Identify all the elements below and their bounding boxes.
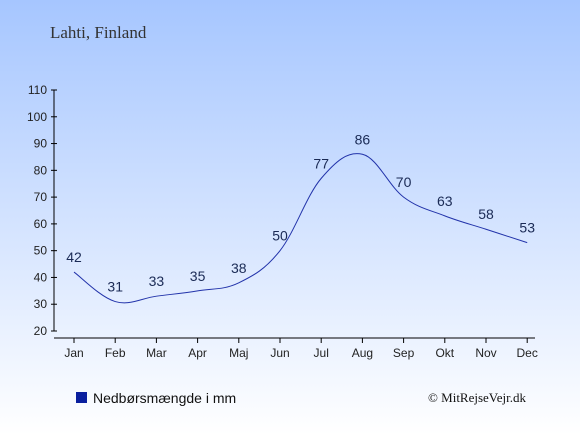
y-tick-label: 50 — [34, 244, 48, 258]
data-label: 70 — [396, 174, 412, 190]
x-tick-label: Jan — [64, 346, 83, 360]
data-label: 35 — [190, 268, 206, 284]
x-tick-label: Okt — [435, 346, 454, 360]
axes — [53, 90, 535, 339]
chart-title: Lahti, Finland — [50, 23, 147, 42]
y-tick-label: 30 — [34, 297, 48, 311]
data-labels: 42 31 33 35 38 50 77 86 70 63 58 53 — [66, 131, 535, 294]
y-tick-label: 40 — [34, 270, 48, 284]
y-tick-label: 20 — [34, 324, 48, 338]
data-label: 77 — [313, 155, 329, 171]
data-label: 38 — [231, 260, 247, 276]
data-label: 58 — [478, 206, 494, 222]
x-tick-label: Dec — [517, 346, 538, 360]
series-line-precipitation — [73, 153, 528, 304]
x-tick-label: Sep — [393, 346, 415, 360]
y-axis-ticks: 20 30 40 50 60 70 80 90 100 110 — [27, 83, 57, 338]
data-label: 42 — [66, 249, 82, 265]
data-label: 50 — [272, 228, 288, 244]
data-label: 33 — [149, 273, 165, 289]
x-tick-label: Nov — [475, 346, 496, 360]
x-tick-label: Feb — [105, 346, 126, 360]
y-tick-label: 80 — [34, 163, 48, 177]
copyright-text: © MitRejseVejr.dk — [428, 390, 526, 405]
legend-marker — [76, 392, 87, 403]
y-tick-label: 70 — [34, 190, 48, 204]
y-tick-label: 60 — [34, 217, 48, 231]
data-label: 53 — [519, 220, 535, 236]
data-label: 63 — [437, 193, 453, 209]
x-tick-label: Aug — [352, 346, 373, 360]
x-tick-label: Mar — [146, 346, 167, 360]
data-label: 86 — [355, 131, 371, 147]
x-axis-ticks: Jan Feb Mar Apr Maj Jun Jul Aug Sep Okt Nov Dec — [64, 338, 538, 360]
y-tick-label: 90 — [34, 137, 48, 151]
y-tick-label: 100 — [27, 110, 47, 124]
data-label: 31 — [107, 279, 123, 295]
legend-label: Nedbørsmængde i mm — [93, 390, 236, 406]
y-tick-label: 110 — [28, 83, 47, 97]
x-tick-label: Maj — [229, 346, 248, 360]
x-tick-label: Jun — [270, 346, 289, 360]
x-tick-label: Apr — [188, 346, 207, 360]
x-tick-label: Jul — [314, 346, 329, 360]
